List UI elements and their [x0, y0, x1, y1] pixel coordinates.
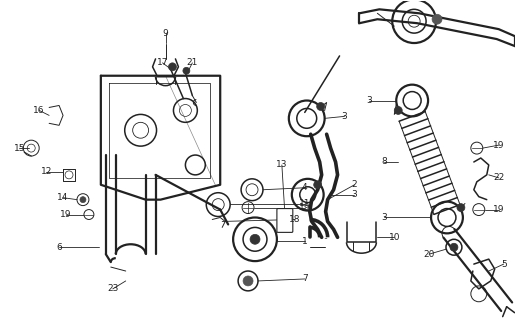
Text: 11: 11: [299, 199, 311, 208]
Text: 6: 6: [56, 243, 62, 252]
Text: 19: 19: [493, 140, 505, 150]
Text: 2: 2: [352, 180, 357, 189]
Text: 3: 3: [342, 112, 347, 121]
Text: 7: 7: [302, 275, 308, 284]
Text: 8: 8: [381, 157, 387, 166]
Circle shape: [450, 243, 458, 251]
Polygon shape: [310, 212, 328, 221]
Circle shape: [80, 197, 86, 203]
Text: 12: 12: [40, 167, 52, 176]
Text: 15: 15: [13, 144, 25, 153]
Text: 19: 19: [299, 203, 311, 212]
Polygon shape: [312, 221, 333, 229]
Text: 1: 1: [302, 237, 308, 246]
Circle shape: [250, 234, 260, 244]
FancyBboxPatch shape: [277, 209, 293, 232]
Text: 13: 13: [276, 160, 287, 170]
Circle shape: [317, 102, 325, 110]
Text: 10: 10: [389, 233, 400, 242]
Polygon shape: [318, 175, 337, 190]
Polygon shape: [310, 200, 328, 212]
Text: 17: 17: [157, 58, 168, 67]
Text: 22: 22: [493, 173, 504, 182]
Polygon shape: [315, 148, 335, 162]
Text: 16: 16: [34, 106, 45, 115]
Circle shape: [169, 63, 176, 71]
Text: 3: 3: [381, 213, 387, 222]
Polygon shape: [320, 162, 337, 175]
Text: 19: 19: [60, 210, 72, 219]
Circle shape: [183, 67, 190, 74]
Polygon shape: [312, 190, 333, 200]
Text: 4: 4: [302, 183, 308, 192]
Text: 18: 18: [289, 215, 300, 224]
Circle shape: [314, 181, 321, 189]
Polygon shape: [318, 229, 337, 237]
Circle shape: [394, 107, 402, 114]
Circle shape: [243, 276, 253, 286]
Text: 3: 3: [366, 96, 372, 105]
Polygon shape: [311, 134, 331, 148]
Text: 23: 23: [107, 284, 119, 293]
Text: 20: 20: [424, 250, 435, 259]
Text: 9: 9: [163, 28, 168, 38]
Circle shape: [432, 14, 442, 24]
Text: 3: 3: [351, 190, 358, 199]
Text: 19: 19: [493, 205, 505, 214]
Circle shape: [457, 204, 465, 212]
Text: 21: 21: [187, 58, 198, 67]
Text: 14: 14: [57, 193, 69, 202]
Text: 5: 5: [501, 260, 507, 268]
